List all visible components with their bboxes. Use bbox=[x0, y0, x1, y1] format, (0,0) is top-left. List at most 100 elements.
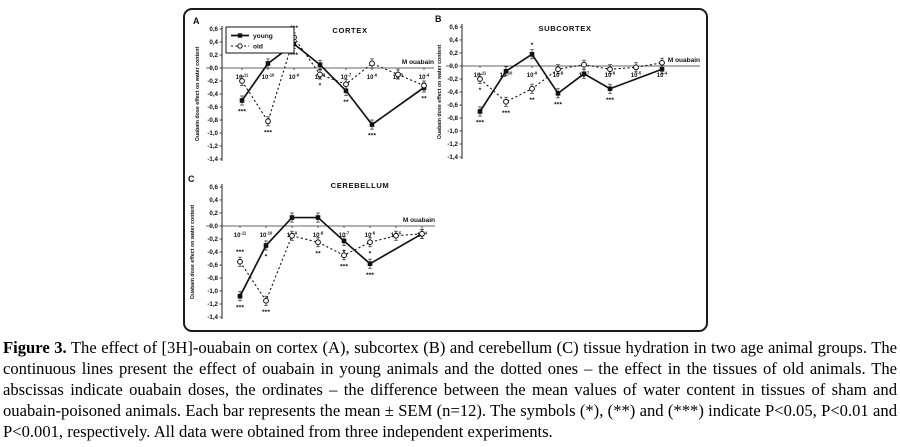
svg-text:**: ** bbox=[343, 99, 349, 106]
svg-text:-0,6: -0,6 bbox=[207, 262, 218, 269]
panel-title: CORTEX bbox=[332, 26, 367, 35]
panel-letter: B bbox=[435, 14, 442, 24]
svg-text:*: * bbox=[369, 250, 372, 257]
svg-text:10-6: 10-6 bbox=[605, 70, 616, 79]
svg-text:0,0: 0,0 bbox=[209, 65, 218, 72]
svg-text:0,0: 0,0 bbox=[209, 223, 218, 230]
svg-text:***: *** bbox=[606, 97, 614, 104]
svg-text:10-4: 10-4 bbox=[657, 70, 668, 79]
svg-text:10-10: 10-10 bbox=[262, 72, 275, 81]
series-significance-young: ********** bbox=[476, 42, 614, 127]
svg-text:**: ** bbox=[315, 250, 321, 257]
series-significance-young: ************* bbox=[238, 52, 427, 140]
svg-text:-1,2: -1,2 bbox=[207, 301, 218, 308]
svg-text:***: *** bbox=[262, 309, 270, 316]
svg-text:10-7: 10-7 bbox=[339, 230, 350, 239]
svg-text:***: *** bbox=[340, 263, 348, 270]
svg-text:-1,0: -1,0 bbox=[207, 130, 218, 137]
svg-text:0,2: 0,2 bbox=[209, 210, 218, 217]
chart-panel-a-cortex: A CORTEX Ouabain dose effect on water cont… bbox=[190, 13, 440, 171]
series-line-old bbox=[479, 62, 663, 103]
svg-text:10-6: 10-6 bbox=[367, 72, 378, 81]
y-axis-label: Ouabain dose effect on water content bbox=[437, 45, 443, 140]
chart-C-svg: C CEREBELLUM Ouabain dose effect on water … bbox=[188, 174, 435, 321]
svg-text:-0,4: -0,4 bbox=[447, 89, 458, 96]
svg-text:-1,0: -1,0 bbox=[447, 128, 458, 135]
figure-frame: A CORTEX Ouabain dose effect on water cont… bbox=[183, 8, 708, 332]
svg-text:-1,2: -1,2 bbox=[447, 141, 458, 148]
series-line-young bbox=[241, 42, 425, 126]
svg-text:-0,2: -0,2 bbox=[207, 78, 218, 85]
series-line-old bbox=[241, 36, 425, 123]
svg-text:0,4: 0,4 bbox=[209, 197, 218, 204]
svg-text:**: ** bbox=[529, 97, 535, 104]
y-tick-labels: 0,6 0,4 0,2 0,0 -0,2 -0,4 -0,6 -0,8 -1,0 -1,2 -1,4 bbox=[207, 184, 222, 321]
svg-text:-0,8: -0,8 bbox=[207, 117, 218, 124]
svg-text:-1,4: -1,4 bbox=[447, 154, 458, 161]
svg-text:***: *** bbox=[290, 52, 298, 59]
svg-text:10-9: 10-9 bbox=[527, 70, 538, 79]
y-axis-label: Ouabain dose effect on water content bbox=[190, 205, 196, 300]
svg-text:***: *** bbox=[236, 249, 244, 256]
svg-text:*: * bbox=[479, 87, 482, 94]
panel-letter: C bbox=[188, 174, 195, 184]
svg-text:10-8: 10-8 bbox=[553, 70, 564, 79]
y-axis-label: Ouabain dose effect on water content bbox=[195, 47, 201, 142]
figure-caption-text: The effect of [3H]-ouabain on cortex (A)… bbox=[3, 338, 897, 442]
svg-text:-1,2: -1,2 bbox=[207, 143, 218, 150]
svg-text:-1,4: -1,4 bbox=[207, 314, 218, 321]
svg-text:*: * bbox=[265, 254, 268, 261]
series-markers-old bbox=[477, 59, 665, 105]
svg-text:10-8: 10-8 bbox=[315, 72, 326, 81]
svg-text:10-4: 10-4 bbox=[419, 72, 430, 81]
svg-text:10-11: 10-11 bbox=[236, 72, 249, 81]
svg-text:10-8: 10-8 bbox=[313, 230, 324, 239]
x-tick-labels: 10-11 10-10 10-9 10-8 10-7 10-6 10-5 10-4 bbox=[236, 68, 430, 81]
series-significance-old: ****** bbox=[479, 87, 535, 117]
series-line-old bbox=[239, 233, 423, 302]
x-axis-label: M ouabain bbox=[403, 217, 435, 224]
svg-text:10-7: 10-7 bbox=[341, 72, 352, 81]
panel-title: SUBCORTEX bbox=[538, 24, 591, 33]
svg-text:10-11: 10-11 bbox=[234, 230, 247, 239]
svg-text:10-5: 10-5 bbox=[393, 72, 404, 81]
svg-text:***: *** bbox=[502, 110, 510, 117]
svg-text:old: old bbox=[253, 43, 263, 50]
chart-panel-b-subcortex: B SUBCORTEX Ouabain dose effect on water c… bbox=[432, 11, 704, 169]
svg-text:0,0: 0,0 bbox=[449, 63, 458, 70]
svg-text:-0,6: -0,6 bbox=[447, 102, 458, 109]
x-axis-label: M ouabain bbox=[668, 57, 700, 64]
y-tick-labels: 0,6 0,4 0,2 0,0 -0,2 -0,4 -0,6 -0,8 -1,0 -1,2 -1,4 bbox=[447, 24, 462, 161]
figure-caption: Figure 3. The effect of [3H]-ouabain on … bbox=[3, 337, 897, 442]
svg-text:***: *** bbox=[236, 304, 244, 311]
svg-text:0,6: 0,6 bbox=[209, 184, 218, 191]
x-axis-label: M ouabain bbox=[402, 59, 434, 66]
svg-text:**: ** bbox=[421, 96, 427, 103]
svg-text:10-6: 10-6 bbox=[365, 230, 376, 239]
figure-caption-label: Figure 3. bbox=[3, 338, 67, 357]
svg-text:10-11: 10-11 bbox=[474, 70, 487, 79]
y-tick-labels: 0,6 0,4 0,2 0,0 -0,2 -0,4 -0,6 -0,8 -1,0 -1,2 -1,4 bbox=[207, 26, 222, 163]
svg-text:10-10: 10-10 bbox=[260, 230, 273, 239]
svg-text:*: * bbox=[319, 83, 322, 90]
svg-text:0,6: 0,6 bbox=[209, 26, 218, 33]
svg-text:*: * bbox=[531, 42, 534, 49]
svg-text:-1,4: -1,4 bbox=[207, 156, 218, 163]
svg-text:***: *** bbox=[368, 133, 376, 140]
svg-text:***: *** bbox=[238, 109, 246, 116]
chart-panel-c-cerebellum: C CEREBELLUM Ouabain dose effect on water … bbox=[185, 171, 470, 329]
series-markers-young bbox=[477, 52, 665, 114]
svg-text:***: *** bbox=[554, 101, 562, 108]
svg-text:young: young bbox=[253, 33, 273, 40]
svg-text:***: *** bbox=[476, 120, 484, 127]
series-markers-old bbox=[237, 230, 425, 304]
svg-text:-0,2: -0,2 bbox=[207, 236, 218, 243]
chart-B-svg: B SUBCORTEX Ouabain dose effect on water c… bbox=[435, 14, 700, 161]
svg-text:-1,0: -1,0 bbox=[207, 288, 218, 295]
svg-text:0,4: 0,4 bbox=[209, 39, 218, 46]
series-markers-young bbox=[239, 41, 427, 127]
panel-letter: A bbox=[193, 16, 200, 26]
chart-A-svg: A CORTEX Ouabain dose effect on water cont… bbox=[193, 16, 434, 163]
svg-text:-0,4: -0,4 bbox=[207, 249, 218, 256]
